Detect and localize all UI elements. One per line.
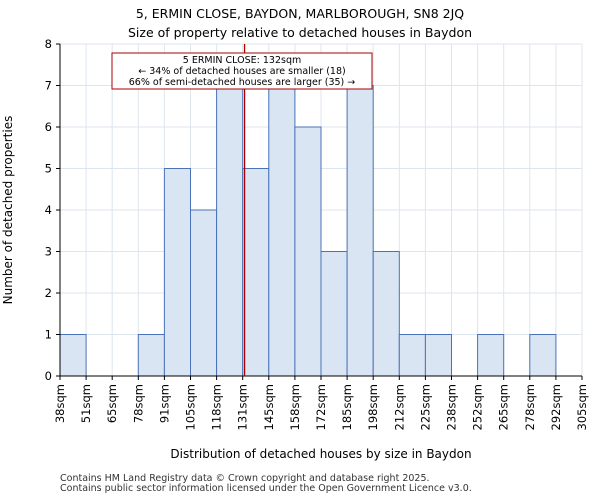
y-tick-label: 6 bbox=[45, 120, 52, 134]
bar bbox=[242, 168, 270, 377]
x-tick-label: 238sqm bbox=[445, 384, 459, 430]
bar bbox=[529, 334, 557, 377]
x-tick-label: 278sqm bbox=[523, 384, 537, 430]
bar bbox=[268, 85, 296, 377]
chart-title: 5, ERMIN CLOSE, BAYDON, MARLBOROUGH, SN8… bbox=[0, 4, 600, 42]
bar bbox=[346, 85, 374, 377]
x-tick-label: 145sqm bbox=[262, 384, 276, 430]
annotation-line3: 66% of semi-detached houses are larger (… bbox=[129, 77, 356, 88]
bar bbox=[294, 126, 322, 377]
y-axis-title: Number of detached properties bbox=[1, 116, 15, 305]
footer-line-1: Contains HM Land Registry data © Crown c… bbox=[60, 473, 430, 484]
footer: Contains HM Land Registry data © Crown c… bbox=[60, 474, 472, 494]
bar bbox=[372, 251, 400, 377]
bar bbox=[190, 209, 218, 377]
bar bbox=[320, 251, 348, 377]
bar bbox=[398, 334, 426, 377]
x-tick-label: 212sqm bbox=[392, 384, 406, 430]
y-tick-label: 2 bbox=[45, 286, 52, 300]
y-tick-label: 4 bbox=[45, 203, 52, 217]
y-tick-label: 0 bbox=[45, 369, 52, 383]
title-line-1: 5, ERMIN CLOSE, BAYDON, MARLBOROUGH, SN8… bbox=[135, 6, 465, 21]
y-tick-label: 1 bbox=[45, 328, 52, 342]
bar bbox=[59, 334, 87, 377]
bar bbox=[477, 334, 505, 377]
x-tick-label: 51sqm bbox=[79, 384, 93, 423]
bar bbox=[163, 168, 191, 377]
y-tick-label: 5 bbox=[45, 162, 52, 176]
x-tick-label: 158sqm bbox=[288, 384, 302, 430]
bar bbox=[424, 334, 452, 377]
x-tick-label: 38sqm bbox=[53, 384, 67, 423]
annotation-line1: 5 ERMIN CLOSE: 132sqm bbox=[183, 55, 301, 66]
x-tick-label: 198sqm bbox=[366, 384, 380, 430]
annotation-line2: ← 34% of detached houses are smaller (18… bbox=[138, 66, 345, 77]
y-tick-label: 7 bbox=[45, 79, 52, 93]
x-tick-label: 65sqm bbox=[105, 384, 119, 423]
x-tick-label: 292sqm bbox=[549, 384, 563, 430]
x-tick-label: 118sqm bbox=[210, 384, 224, 430]
x-tick-label: 225sqm bbox=[418, 384, 432, 430]
x-tick-label: 265sqm bbox=[497, 384, 511, 430]
title-line-2: Size of property relative to detached ho… bbox=[127, 25, 473, 40]
y-tick-label: 3 bbox=[45, 245, 52, 259]
x-tick-label: 131sqm bbox=[236, 384, 250, 430]
x-axis-title: Distribution of detached houses by size … bbox=[170, 447, 471, 461]
x-tick-label: 78sqm bbox=[131, 384, 145, 423]
bar bbox=[137, 334, 165, 377]
x-tick-label: 172sqm bbox=[314, 384, 328, 430]
footer-line-2: Contains public sector information licen… bbox=[60, 483, 472, 494]
x-tick-label: 185sqm bbox=[340, 384, 354, 430]
bar bbox=[216, 85, 244, 377]
x-tick-label: 91sqm bbox=[157, 384, 171, 423]
y-tick-label: 8 bbox=[45, 37, 52, 51]
x-tick-label: 305sqm bbox=[575, 384, 589, 430]
annotation-box bbox=[111, 52, 373, 90]
x-tick-label: 252sqm bbox=[471, 384, 485, 430]
x-tick-label: 105sqm bbox=[184, 384, 198, 430]
